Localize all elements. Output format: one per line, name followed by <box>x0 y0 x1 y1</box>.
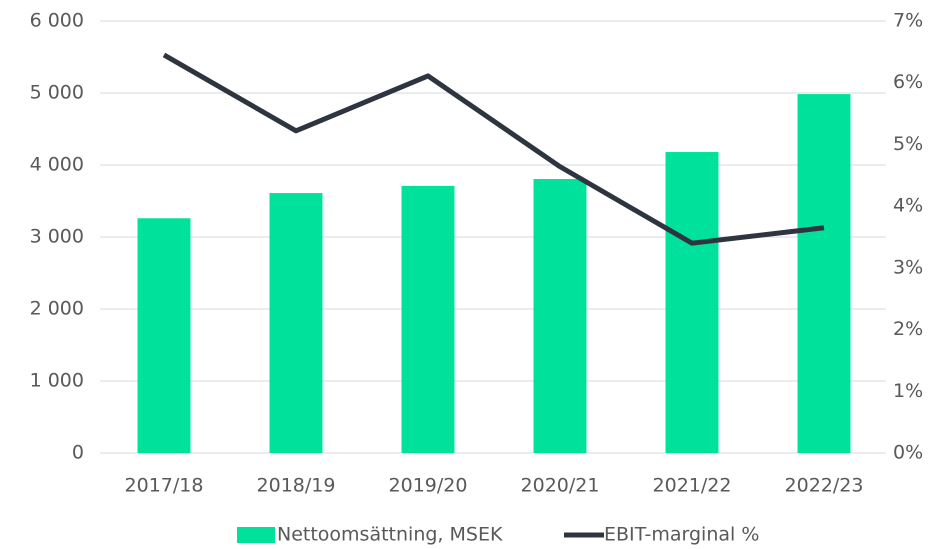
y2-tick-label: 7% <box>893 10 923 32</box>
y-tick-label: 1 000 <box>30 370 84 392</box>
x-tick-label: 2018/19 <box>257 475 336 497</box>
bar <box>137 218 191 453</box>
y-tick-label: 3 000 <box>30 226 84 248</box>
legend-label: Nettoomsättning, MSEK <box>277 524 503 546</box>
y-tick-label: 2 000 <box>30 298 84 320</box>
y2-tick-label: 4% <box>893 195 923 217</box>
bar <box>269 193 323 453</box>
bar <box>665 152 719 454</box>
x-tick-label: 2019/20 <box>389 475 468 497</box>
y2-tick-label: 3% <box>893 256 923 278</box>
legend-label: EBIT-marginal % <box>604 524 759 546</box>
y-tick-label: 5 000 <box>30 82 84 104</box>
y2-tick-label: 5% <box>893 133 923 155</box>
y-tick-label: 0 <box>72 442 84 464</box>
y2-tick-label: 0% <box>893 442 923 464</box>
x-tick-label: 2020/21 <box>521 475 600 497</box>
x-tick-label: 2021/22 <box>653 475 732 497</box>
y2-tick-label: 6% <box>893 71 923 93</box>
y2-tick-label: 1% <box>893 380 923 402</box>
bar <box>401 185 455 453</box>
y2-tick-label: 2% <box>893 318 923 340</box>
bar <box>797 94 851 453</box>
y-tick-label: 4 000 <box>30 154 84 176</box>
bar <box>533 179 587 454</box>
x-tick-label: 2022/23 <box>785 475 864 497</box>
legend-swatch <box>237 527 275 543</box>
x-tick-label: 2017/18 <box>125 475 204 497</box>
line <box>162 52 825 246</box>
y-tick-label: 6 000 <box>30 10 84 32</box>
